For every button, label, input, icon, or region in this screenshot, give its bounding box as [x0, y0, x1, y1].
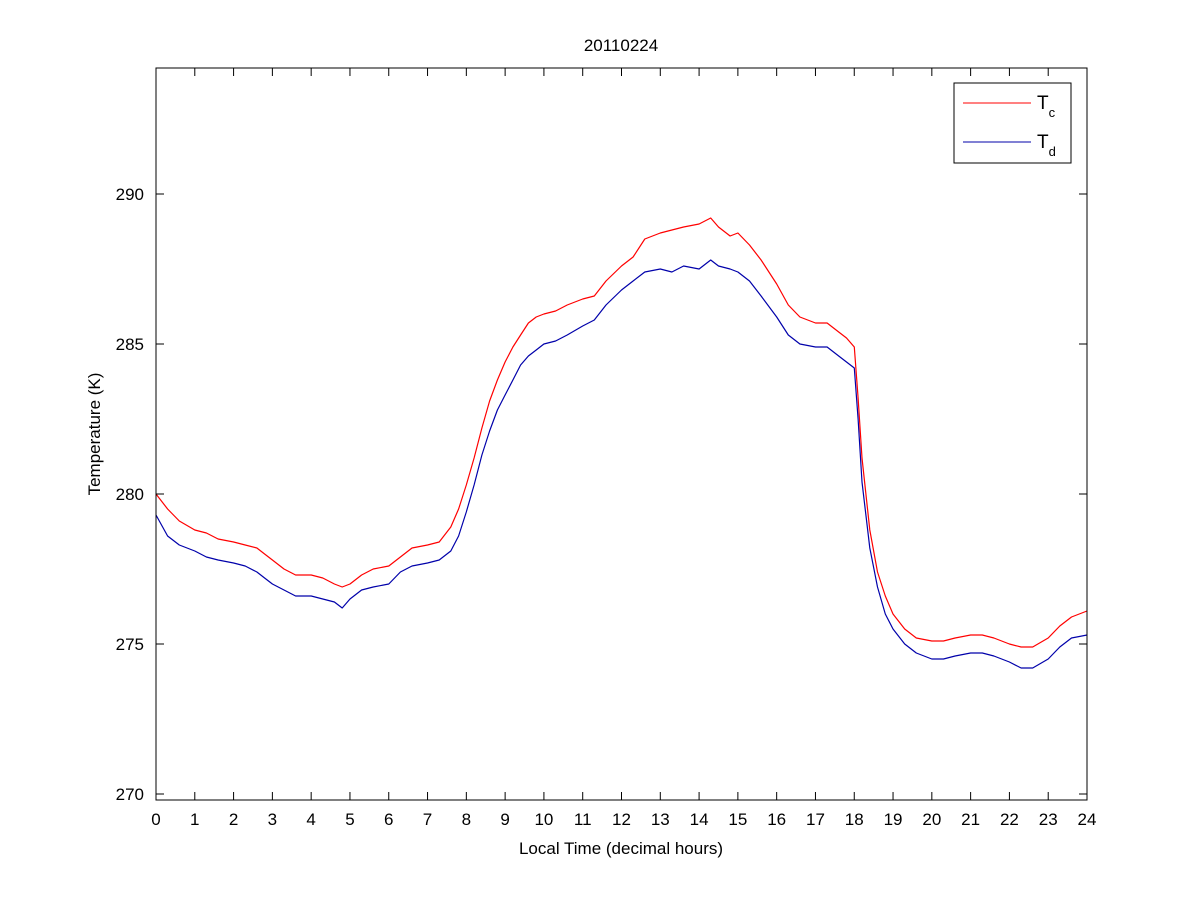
y-tick-label: 285 [116, 335, 144, 354]
x-tick-label: 19 [884, 810, 903, 829]
x-tick-label: 14 [690, 810, 709, 829]
y-tick-label: 275 [116, 635, 144, 654]
x-axis-label: Local Time (decimal hours) [519, 839, 723, 858]
y-tick-label: 280 [116, 485, 144, 504]
x-tick-label: 17 [806, 810, 825, 829]
x-tick-label: 6 [384, 810, 393, 829]
series-line-1 [155, 259, 1088, 669]
x-tick-label: 5 [345, 810, 354, 829]
x-tick-label: 16 [767, 810, 786, 829]
x-tick-label: 20 [922, 810, 941, 829]
series-line-0 [155, 217, 1088, 648]
x-tick-label: 9 [500, 810, 509, 829]
y-tick-label: 270 [116, 785, 144, 804]
axes-box [155, 67, 1088, 801]
x-tick-label: 11 [574, 810, 592, 829]
x-tick-label: 3 [268, 810, 277, 829]
x-tick-label: 24 [1078, 810, 1097, 829]
x-tick-label: 2 [229, 810, 238, 829]
legend-label-tc: Tc [1037, 93, 1056, 120]
x-tick-label: 1 [190, 810, 199, 829]
x-tick-label: 23 [1039, 810, 1058, 829]
series-layer [155, 217, 1088, 669]
x-tick-label: 21 [961, 810, 980, 829]
y-tick-label: 290 [116, 185, 144, 204]
legend: Tc Td [953, 82, 1072, 164]
x-tick-label: 7 [423, 810, 432, 829]
x-tick-label: 0 [151, 810, 160, 829]
chart-title: 20110224 [584, 36, 658, 55]
legend-box [953, 82, 1072, 164]
legend-label-td: Td [1037, 132, 1056, 159]
x-tick-label: 8 [462, 810, 471, 829]
tick-layer: 0 1 2 3 4 5 6 7 8 9 10 11 12 13 14 15 16 17 18 19 20 21 22 23 24… [116, 68, 1097, 829]
x-tick-label: 15 [728, 810, 747, 829]
x-tick-label: 10 [534, 810, 553, 829]
y-axis-label: Temperature (K) [85, 373, 104, 496]
x-tick-label: 4 [306, 810, 315, 829]
x-tick-label: 12 [612, 810, 631, 829]
x-tick-label: 13 [651, 810, 670, 829]
plot-area [156, 68, 1087, 800]
x-tick-label: 18 [845, 810, 864, 829]
x-tick-label: 22 [1000, 810, 1019, 829]
